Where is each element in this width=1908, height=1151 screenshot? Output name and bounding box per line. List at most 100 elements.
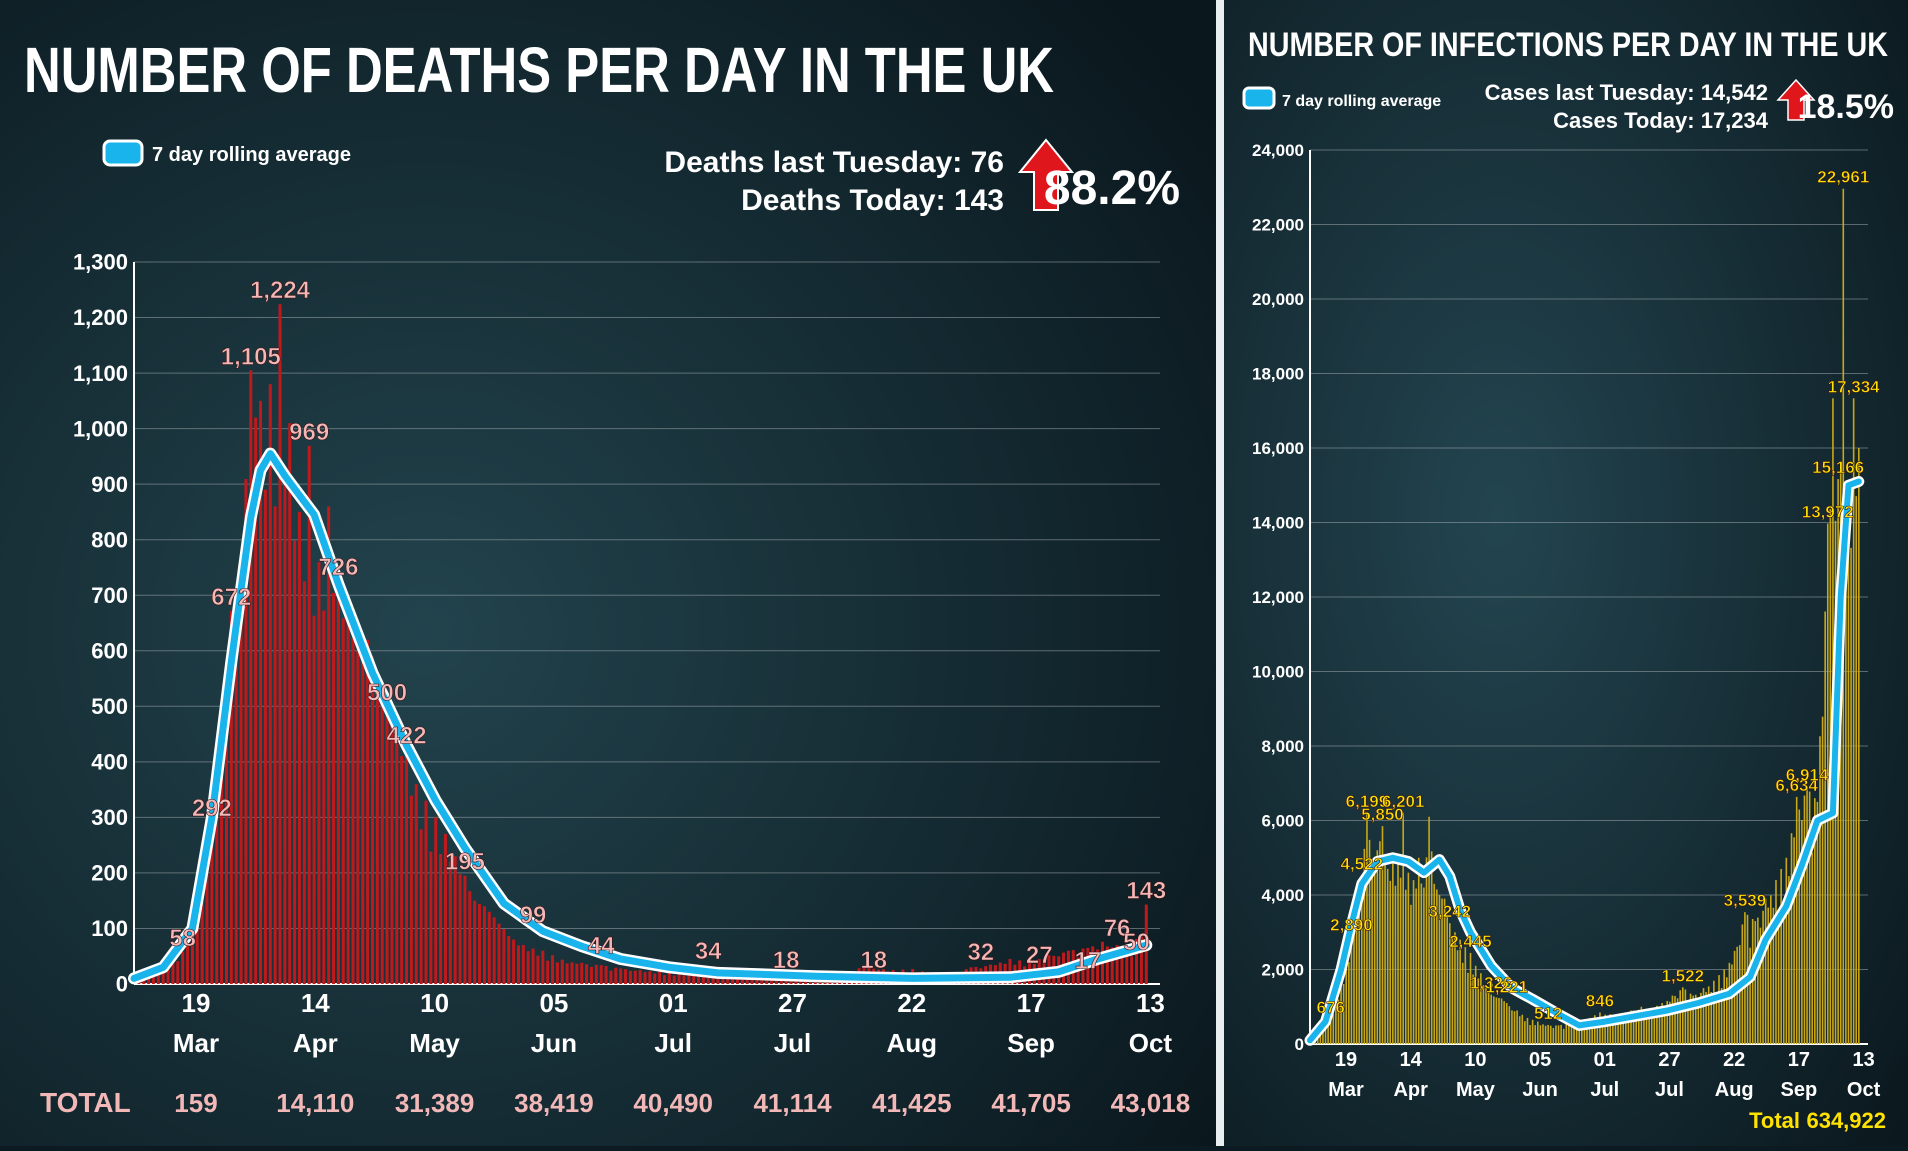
cases-bar <box>1723 969 1726 1044</box>
cases-bar <box>1855 496 1858 1044</box>
cases-x-tick-day: 14 <box>1400 1049 1423 1071</box>
cases-up-arrow-icon <box>1776 78 1816 121</box>
deaths-bar <box>244 479 248 984</box>
deaths-bar <box>1120 953 1124 984</box>
cases-bar <box>1801 819 1803 1044</box>
deaths-bar <box>419 829 423 984</box>
deaths-bar <box>414 784 418 984</box>
cases-bar <box>1599 1012 1601 1044</box>
cases-bar <box>1601 1017 1604 1044</box>
cases-bar <box>1845 506 1847 1044</box>
cases-x-tick-day: 05 <box>1529 1049 1551 1071</box>
deaths-bar <box>424 800 428 984</box>
cases-bar <box>1410 904 1412 1044</box>
cases-bar <box>1850 547 1852 1044</box>
cases-y-tick-label: 2,000 <box>1261 960 1304 979</box>
cases-data-label: 1,221 <box>1485 978 1528 997</box>
cases-bar <box>1350 936 1353 1044</box>
cases-x-tick-month: Aug <box>1715 1079 1754 1101</box>
deaths-x-tick-day: 17 <box>1017 988 1046 1018</box>
deaths-bar <box>682 975 686 984</box>
cases-bar <box>1373 857 1376 1044</box>
deaths-data-label: 99 <box>520 902 547 929</box>
deaths-bar <box>633 970 637 984</box>
deaths-stat-last-tuesday: Deaths last Tuesday: 76 <box>664 146 1004 179</box>
cases-bar <box>1498 997 1500 1044</box>
deaths-legend-label: 7 day rolling average <box>152 144 351 166</box>
deaths-x-tick-month: Jun <box>531 1028 577 1058</box>
cases-data-label: 6,201 <box>1382 792 1425 811</box>
deaths-bar <box>697 974 701 984</box>
cases-bar <box>1487 993 1490 1044</box>
cases-bar <box>1689 993 1692 1044</box>
cases-bar <box>1806 786 1808 1044</box>
cases-bar <box>1785 857 1788 1044</box>
cases-bar <box>1420 883 1423 1044</box>
cases-bar <box>1417 857 1420 1044</box>
deaths-bar <box>142 980 146 984</box>
deaths-data-label: 76 <box>1104 915 1131 942</box>
cases-bar <box>1552 1027 1555 1044</box>
deaths-total-value: 40,490 <box>633 1088 713 1118</box>
cases-bar <box>1630 1010 1632 1044</box>
cases-bar <box>1663 1007 1666 1044</box>
deaths-data-label: 1,224 <box>250 277 311 304</box>
deaths-data-label: 18 <box>860 947 887 974</box>
cases-bar <box>1324 1025 1327 1044</box>
cases-data-label: 13,972 <box>1802 503 1854 522</box>
cases-data-label: 1,522 <box>1662 966 1705 985</box>
deaths-bar <box>400 756 404 984</box>
deaths-bar <box>312 615 316 984</box>
cases-bar <box>1557 1025 1560 1044</box>
cases-bar <box>1658 1012 1661 1044</box>
deaths-bar <box>259 400 263 984</box>
cases-bar <box>1788 876 1790 1044</box>
deaths-bar <box>215 791 219 984</box>
deaths-x-tick-day: 27 <box>778 988 807 1018</box>
deaths-bar <box>497 923 501 984</box>
deaths-stat-today: Deaths Today: 143 <box>741 184 1004 217</box>
deaths-bar <box>1135 939 1139 984</box>
deaths-bar <box>356 650 360 984</box>
deaths-data-label: 58 <box>169 925 196 952</box>
deaths-bar <box>585 964 589 984</box>
cases-bar <box>1433 883 1436 1044</box>
cases-bar <box>1762 910 1764 1044</box>
deaths-bar <box>594 964 598 984</box>
cases-bar <box>1459 939 1461 1044</box>
cases-legend-swatch <box>1242 86 1276 110</box>
cases-bar <box>1798 809 1801 1044</box>
deaths-bar <box>278 304 282 984</box>
deaths-bar <box>721 974 725 984</box>
cases-bar <box>1505 1003 1508 1044</box>
deaths-change: 88.2% <box>1044 162 1180 215</box>
deaths-bar <box>599 965 603 984</box>
deaths-bar <box>263 489 267 984</box>
deaths-y-tick-label: 900 <box>91 472 128 497</box>
deaths-total-value: 38,419 <box>514 1088 594 1118</box>
cases-chart: 0 2,000 4,000 6,000 8,000 10,000 12,000 14,000 1… <box>1252 141 1881 1101</box>
deaths-chart: 0 100 200 300 400 500 600 700 800 900 1,000 1,100 1,… <box>73 250 1172 1058</box>
deaths-bar <box>1096 949 1100 984</box>
cases-bar <box>1578 1020 1581 1044</box>
deaths-bar <box>176 961 180 984</box>
deaths-bar <box>346 606 350 984</box>
deaths-total-value: 14,110 <box>276 1088 354 1118</box>
cases-data-label: 22,961 <box>1817 168 1869 187</box>
cases-bar <box>1329 1018 1332 1044</box>
cases-bar <box>1775 880 1777 1044</box>
cases-bar <box>1537 1021 1539 1044</box>
deaths-bar <box>546 960 550 984</box>
deaths-bar <box>628 970 632 984</box>
cases-bar <box>1754 921 1757 1044</box>
deaths-bar <box>409 795 413 984</box>
cases-bar <box>1676 998 1679 1044</box>
cases-bar <box>1803 795 1806 1044</box>
cases-bar <box>1454 932 1456 1044</box>
deaths-bar <box>327 506 331 984</box>
deaths-bar <box>502 929 506 984</box>
deaths-bar <box>390 725 394 984</box>
deaths-y-tick-label: 200 <box>91 861 128 886</box>
deaths-bar <box>1125 952 1129 984</box>
cases-x-tick-day: 10 <box>1464 1049 1486 1071</box>
